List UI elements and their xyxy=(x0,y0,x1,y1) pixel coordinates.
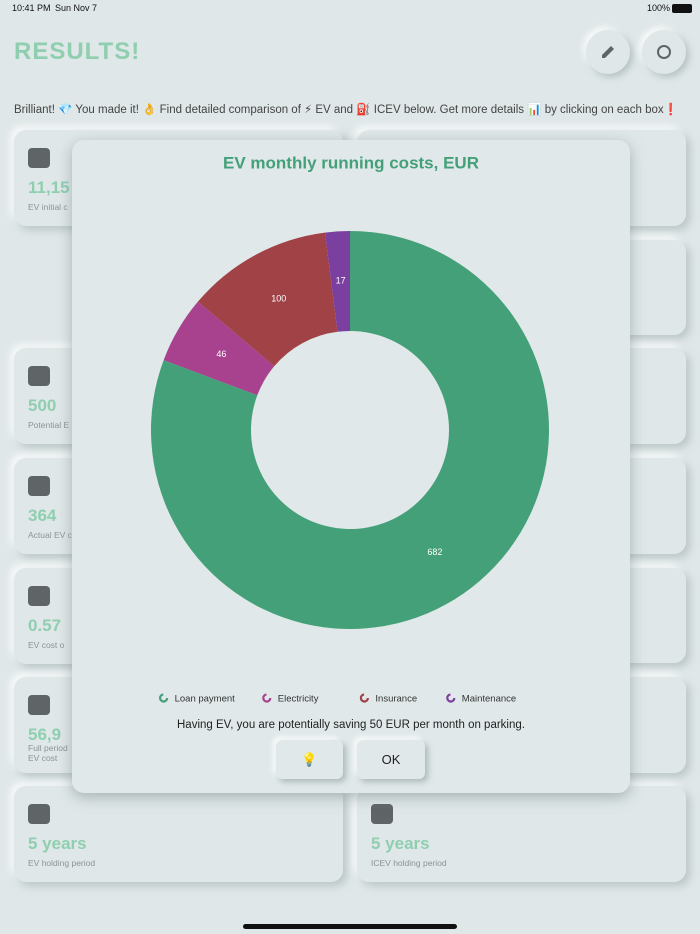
ok-button[interactable]: OK xyxy=(357,740,425,779)
legend-marker xyxy=(359,693,369,703)
card-value: 56,9 xyxy=(28,725,62,744)
card-icon xyxy=(28,476,50,496)
card-icon xyxy=(371,804,393,824)
pie-slice xyxy=(197,232,338,367)
data-label: 46 xyxy=(216,349,226,359)
note: Having EV, you are potentially saving 50… xyxy=(177,719,525,731)
card[interactable]: 5 years ICEV holding period xyxy=(357,786,686,882)
intro-text: Brilliant! 💎 You made it! 👌 Find detaile… xyxy=(14,104,678,116)
legend-label: Maintenance xyxy=(462,694,516,705)
card-label: Potential E xyxy=(28,420,70,430)
legend-marker xyxy=(446,693,456,703)
legend-label: Electricity xyxy=(278,694,319,705)
legend-marker xyxy=(158,693,169,703)
page-title: RESULTS! xyxy=(14,38,141,65)
chart: EV monthly running costs, EUR 682 46 100 17… xyxy=(150,153,549,705)
edit-icon xyxy=(602,46,614,58)
status-date: Sun Nov 7 xyxy=(55,3,98,13)
card-icon xyxy=(28,804,50,824)
data-label: 682 xyxy=(427,547,442,557)
pie-slice xyxy=(150,231,549,629)
pie-slice xyxy=(163,301,275,396)
card-icon xyxy=(28,148,50,168)
status-time: 10:41 PM xyxy=(12,3,51,13)
card-label: EV initial c xyxy=(28,202,68,212)
edit-button[interactable] xyxy=(586,30,630,74)
battery-icon xyxy=(672,4,692,13)
card-label: ICEV holding period xyxy=(371,858,447,868)
card-icon xyxy=(28,695,50,715)
chart-title: EV monthly running costs, EUR xyxy=(223,153,479,172)
card-label: Actual EV c xyxy=(28,530,72,540)
reset-icon xyxy=(657,45,671,59)
card-value: 0.57 xyxy=(28,616,62,635)
legend-label: Loan payment xyxy=(175,694,236,705)
tip-button[interactable]: 💡 xyxy=(276,740,343,779)
modal: EV monthly running costs, EUR 682 46 100 17… xyxy=(72,140,630,793)
pie-slice xyxy=(324,231,350,332)
legend-marker xyxy=(262,693,272,703)
card-label: EV cost o xyxy=(28,640,65,650)
card-value: 5 years xyxy=(371,834,430,853)
home-indicator xyxy=(243,924,457,929)
reset-button[interactable] xyxy=(642,30,686,74)
status-battery: 100% xyxy=(647,3,671,13)
card-label: EV cost xyxy=(28,753,58,763)
card-value: 364 xyxy=(28,506,57,525)
card-label: EV holding period xyxy=(28,858,96,868)
card-value: 500 xyxy=(28,396,57,415)
card-value: 5 years xyxy=(28,834,87,853)
card-icon xyxy=(28,366,50,386)
data-label: 17 xyxy=(336,276,346,286)
card[interactable]: 5 years EV holding period xyxy=(14,786,343,882)
legend-label: Insurance xyxy=(375,694,417,705)
card-icon xyxy=(28,586,50,606)
card-label: Full period xyxy=(28,743,68,753)
card-value: 11,15 xyxy=(28,178,70,197)
data-label: 100 xyxy=(271,293,286,303)
